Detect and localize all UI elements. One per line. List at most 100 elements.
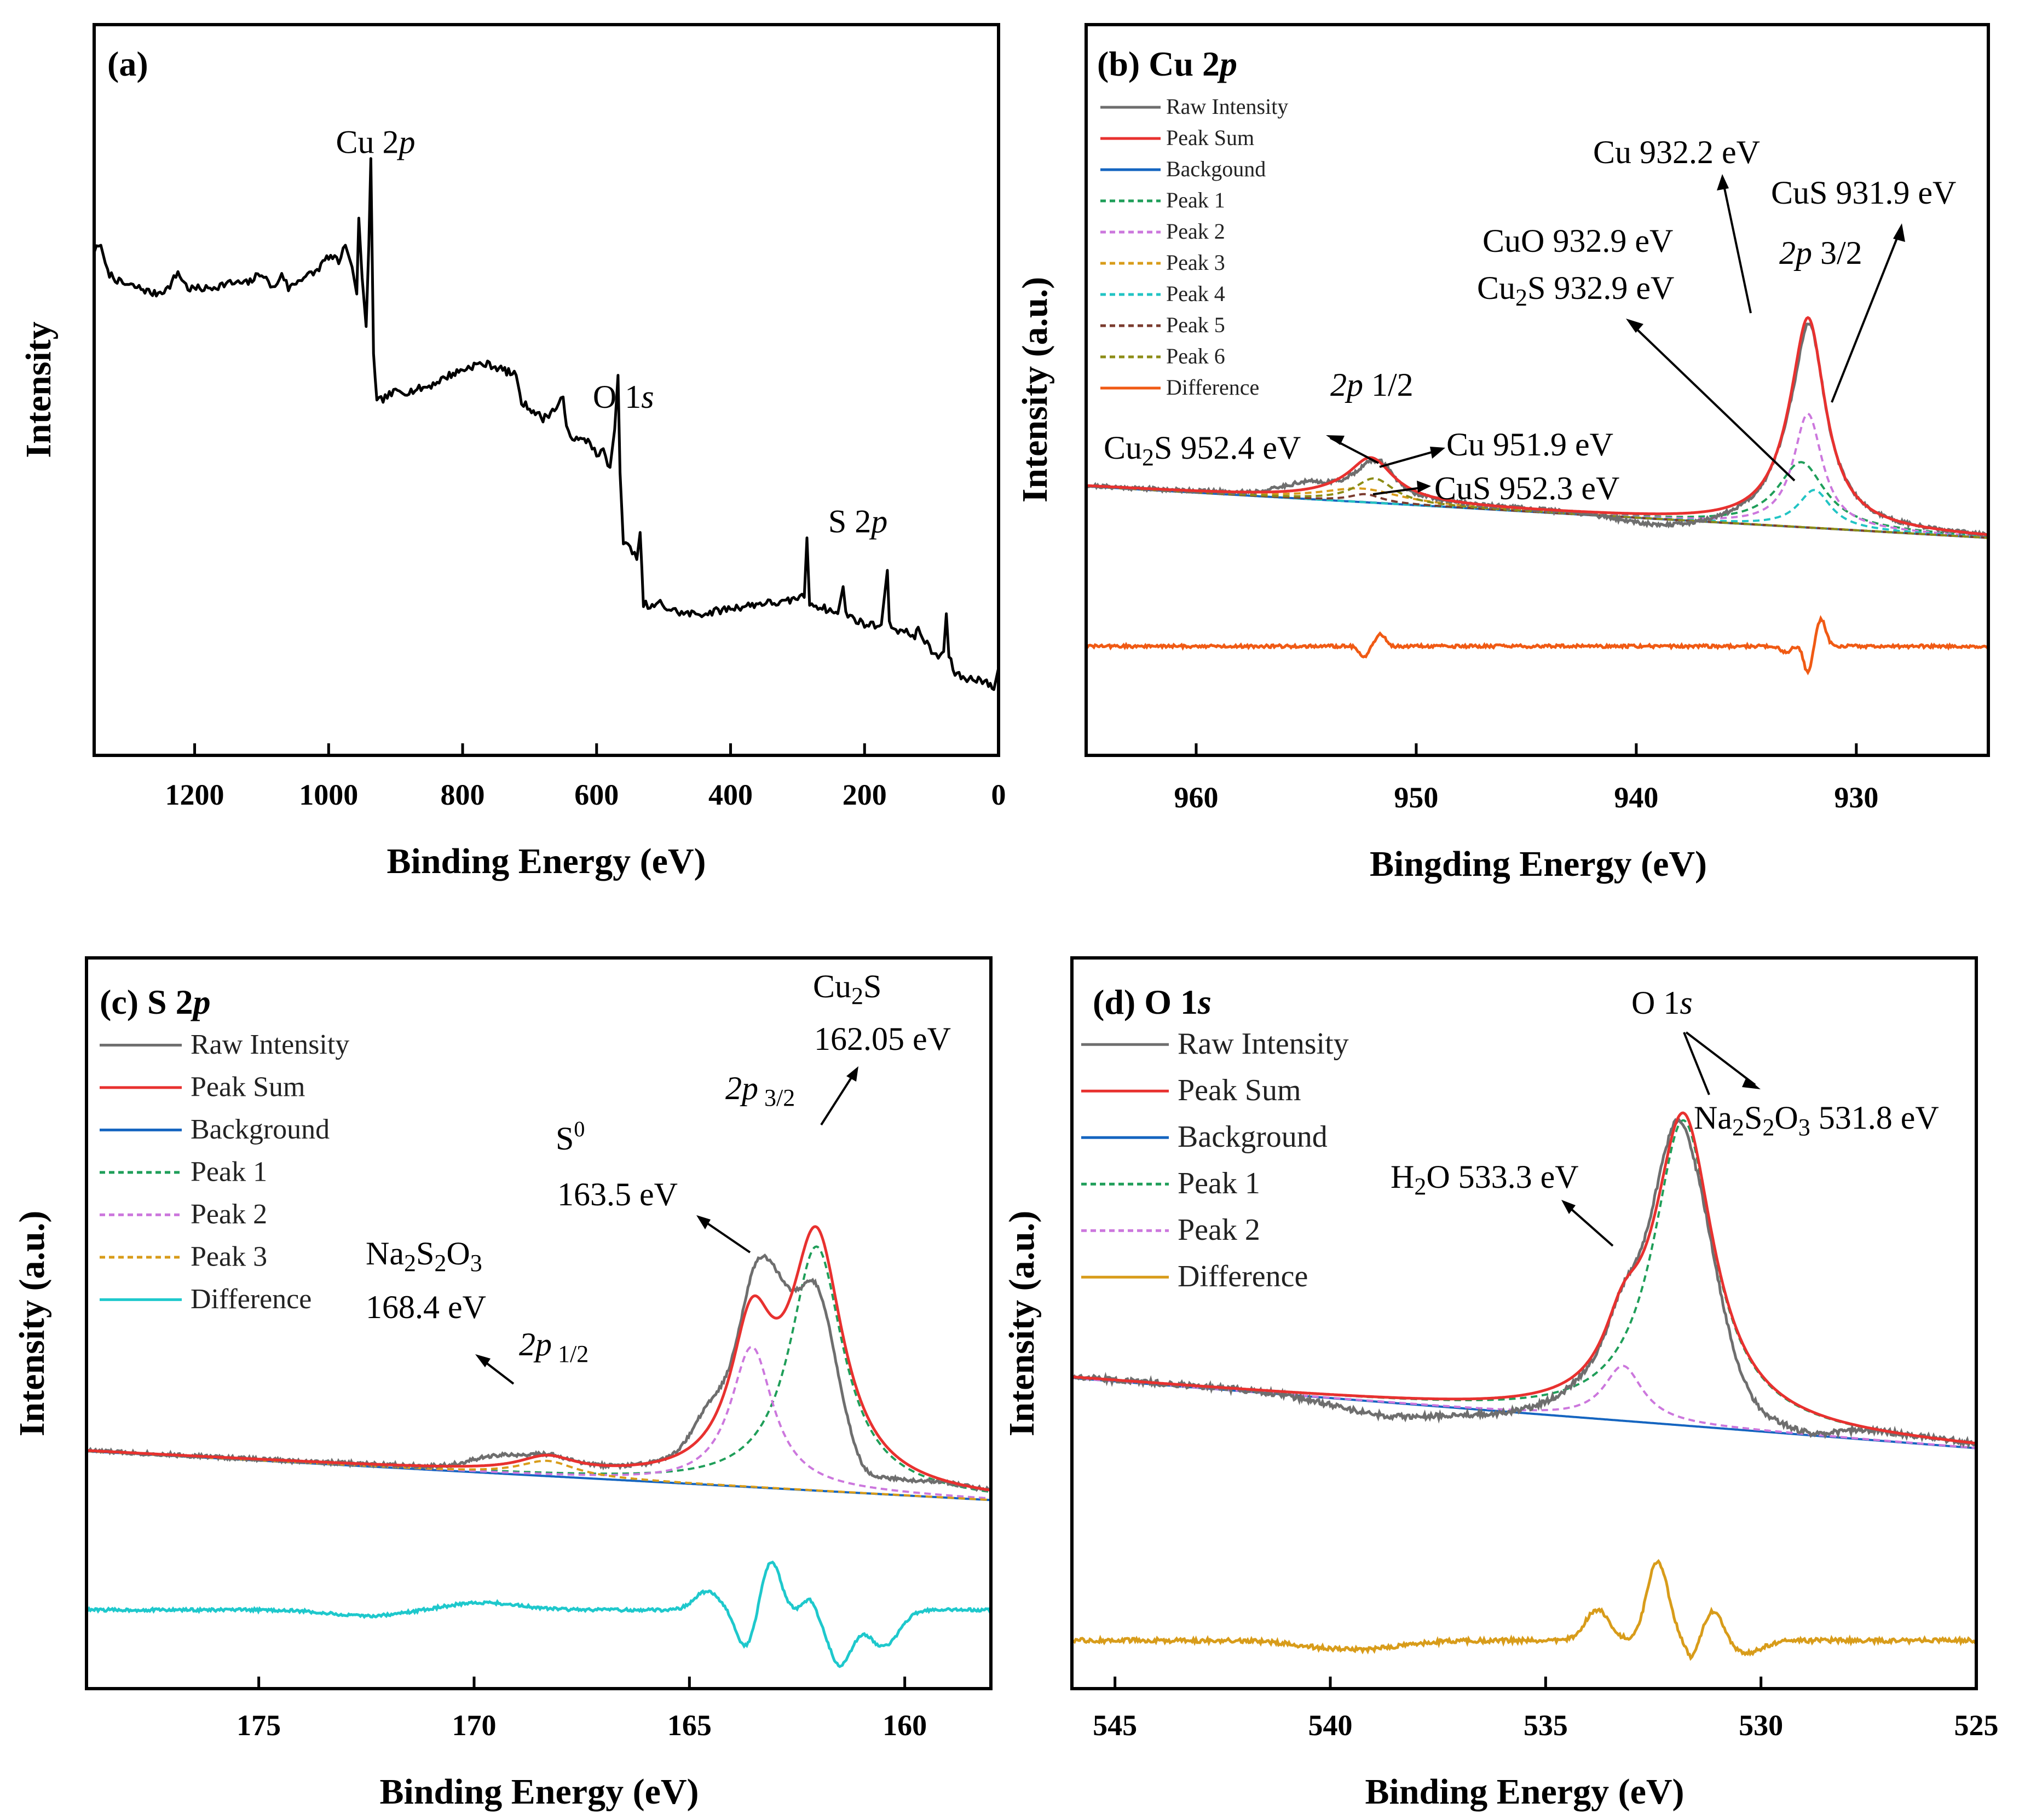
c-anno-1684: 168.4 eV <box>366 1289 486 1325</box>
b-x-axis-title: Bingding Energy (eV) <box>1370 844 1707 884</box>
d-x-tick-label: 530 <box>1739 1709 1783 1742</box>
b-legend-label: Peak 1 <box>1166 188 1225 212</box>
c-legend-label: Peak 3 <box>191 1241 267 1273</box>
b-legend: Raw Intensity Peak Sum Backgound Peak 1 Peak… <box>1100 94 1288 400</box>
c-annotations: Cu2S 162.05 eV 2p 3/2 S0 163.5 eV Na2S2O… <box>366 968 951 1385</box>
b-legend-label: Peak 6 <box>1166 344 1225 368</box>
d-x-tick-label: 545 <box>1093 1709 1137 1742</box>
c-x-tick-label: 165 <box>667 1709 712 1742</box>
c-peak-component <box>86 1345 991 1500</box>
d-legend: Raw Intensity Peak Sum Background Peak 1 Pea… <box>1081 1027 1349 1293</box>
b-anno-cus9523: CuS 952.3 eV <box>1434 470 1619 506</box>
d-legend-label: Difference <box>1178 1259 1308 1293</box>
d-legend-label: Peak Sum <box>1178 1073 1301 1107</box>
c-legend-label: Raw Intensity <box>191 1029 349 1060</box>
a-peak-label: O 1s <box>593 379 654 415</box>
d-panel-label: (d) O 1s <box>1093 983 1212 1021</box>
b-legend-label: Peak 5 <box>1166 313 1225 337</box>
b-x-tick-label: 950 <box>1394 781 1438 814</box>
b-panel-label: (b) Cu 2p <box>1097 44 1237 83</box>
d-anno-h2o: H2O 533.3 eV <box>1391 1159 1579 1200</box>
c-x-tick-label: 170 <box>452 1709 497 1742</box>
a-survey-line <box>93 157 1000 691</box>
a-x-tick-label: 400 <box>708 778 753 811</box>
c-anno-1635: 163.5 eV <box>557 1176 678 1212</box>
a-x-axis-title: Binding Energy (eV) <box>387 841 706 881</box>
c-x-axis-title: Binding Energy (eV) <box>379 1772 699 1812</box>
c-legend-label: Peak 2 <box>191 1199 267 1230</box>
a-y-axis-title: Intensity <box>19 321 59 458</box>
c-y-axis-title: Intensity (a.u.) <box>12 1211 52 1437</box>
b-anno-cus9319: CuS 931.9 eV <box>1771 175 1956 211</box>
b-x-tick-label: 940 <box>1614 781 1658 814</box>
b-x-tick-label: 930 <box>1834 781 1878 814</box>
c-anno-cu2s: Cu2S <box>813 968 881 1009</box>
d-anno-o1s: O 1s <box>1631 985 1693 1021</box>
b-anno-2p12: 2p 1/2 <box>1330 367 1414 403</box>
a-x-tick-label: 1200 <box>165 778 224 811</box>
d-ticks: 545 540 535 530 525 <box>1093 1677 1999 1742</box>
a-x-tick-label: 1000 <box>299 778 358 811</box>
b-annotations: 2p 1/2 2p 3/2 Cu 932.2 eV CuS 931.9 eV C… <box>1104 134 1956 506</box>
c-legend-label: Difference <box>191 1284 311 1315</box>
c-panel-label: (c) S 2p <box>100 983 211 1021</box>
d-x-tick-label: 535 <box>1524 1709 1568 1742</box>
c-legend-label: Peak Sum <box>191 1072 305 1103</box>
b-curves <box>1086 316 1989 675</box>
c-anno-s0: S0 <box>556 1117 585 1157</box>
a-x-tick-label: 800 <box>441 778 485 811</box>
d-peak-component <box>1071 1365 1977 1449</box>
b-legend-label: Difference <box>1166 375 1259 400</box>
b-legend-label: Peak 3 <box>1166 250 1225 275</box>
a-peak-label: Cu 2p <box>336 124 415 160</box>
b-ticks: 960 950 940 930 <box>1174 743 1878 814</box>
c-anno-16205: 162.05 eV <box>814 1021 951 1057</box>
b-anno-cu9322: Cu 932.2 eV <box>1593 134 1760 170</box>
panel-a-survey: 1200 1000 800 600 400 200 0 (a) Binding Energy… <box>19 23 1006 881</box>
c-legend-label: Background <box>191 1114 330 1145</box>
b-anno-cu2s9329: Cu2S 932.9 eV <box>1477 270 1674 311</box>
b-anno-cu2s9524: Cu2S 952.4 eV <box>1104 430 1301 471</box>
b-legend-label: Peak Sum <box>1166 125 1254 150</box>
d-difference-line <box>1071 1559 1977 1661</box>
a-x-tick-label: 200 <box>843 778 887 811</box>
a-peak-label: S 2p <box>828 504 887 540</box>
b-anno-cuo: CuO 932.9 eV <box>1482 223 1673 259</box>
d-legend-label: Peak 2 <box>1178 1213 1260 1247</box>
b-legend-label: Peak 2 <box>1166 219 1225 244</box>
b-legend-label: Raw Intensity <box>1166 94 1288 119</box>
a-ticks: 1200 1000 800 600 400 200 0 <box>165 743 1006 811</box>
a-annotations: Cu 2p O 1s S 2p <box>336 124 887 540</box>
c-peak-component <box>86 1245 991 1493</box>
b-y-axis-title: Intensity (a.u.) <box>1015 277 1055 503</box>
c-difference-line <box>86 1561 993 1668</box>
d-legend-label: Raw Intensity <box>1178 1027 1349 1061</box>
b-anno-2p32: 2p 3/2 <box>1779 235 1862 271</box>
d-y-axis-title: Intensity (a.u.) <box>1002 1211 1042 1437</box>
d-legend-label: Background <box>1178 1120 1328 1154</box>
d-peak-sum-line <box>1071 1111 1977 1445</box>
b-legend-label: Peak 4 <box>1166 281 1225 306</box>
b-anno-cu9519: Cu 951.9 eV <box>1446 426 1613 463</box>
b-frame <box>1085 23 1990 757</box>
d-curves <box>1071 1111 1977 1661</box>
c-frame <box>85 956 993 1690</box>
c-ticks: 175 170 165 160 <box>236 1677 927 1742</box>
c-anno-na2s2o3: Na2S2O3 <box>366 1235 482 1276</box>
d-x-axis-title: Binding Energy (eV) <box>1365 1772 1684 1812</box>
c-legend-label: Peak 1 <box>191 1157 267 1188</box>
a-x-tick-label: 0 <box>991 778 1006 811</box>
d-legend-label: Peak 1 <box>1178 1166 1260 1200</box>
b-peak-sum-line <box>1086 316 1989 536</box>
d-annotations: O 1s Na2S2O3 531.8 eV H2O 533.3 eV <box>1391 985 1939 1247</box>
c-peak-component <box>86 1450 991 1501</box>
panel-b-cu2p: 960 950 940 930 (b) Cu 2p Bingding Energy (… <box>1015 23 1990 884</box>
d-x-tick-label: 525 <box>1954 1709 1999 1742</box>
c-x-tick-label: 160 <box>882 1709 927 1742</box>
a-curves <box>93 157 1000 691</box>
c-anno-2p32: 2p 3/2 <box>725 1070 795 1111</box>
b-x-tick-label: 960 <box>1174 781 1218 814</box>
a-x-tick-label: 600 <box>574 778 619 811</box>
d-anno-na2s2o3: Na2S2O3 531.8 eV <box>1694 1100 1939 1141</box>
c-x-tick-label: 175 <box>236 1709 281 1742</box>
